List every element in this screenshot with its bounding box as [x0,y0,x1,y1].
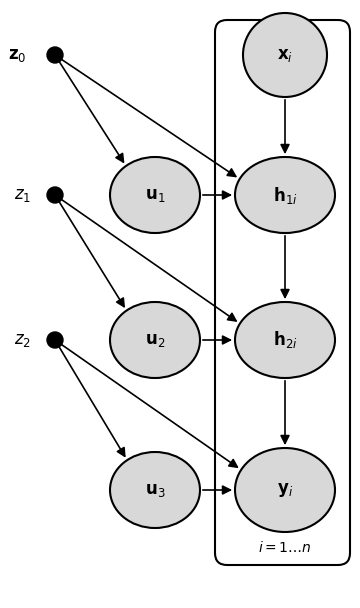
Text: $z_1$: $z_1$ [14,186,32,204]
Text: $\mathbf{u}_1$: $\mathbf{u}_1$ [145,186,165,204]
Ellipse shape [235,157,335,233]
Ellipse shape [235,302,335,378]
Text: $\mathbf{x}_i$: $\mathbf{x}_i$ [277,46,293,64]
Ellipse shape [243,13,327,97]
Text: $z_2$: $z_2$ [14,331,32,349]
Circle shape [47,332,63,348]
Ellipse shape [110,452,200,528]
Ellipse shape [110,302,200,378]
Text: $\mathbf{u}_3$: $\mathbf{u}_3$ [145,481,165,499]
Text: $\mathbf{u}_2$: $\mathbf{u}_2$ [145,331,165,349]
Text: $\mathbf{y}_i$: $\mathbf{y}_i$ [277,481,293,499]
Text: $\mathbf{z}_0$: $\mathbf{z}_0$ [8,46,26,64]
Ellipse shape [235,448,335,532]
FancyBboxPatch shape [215,20,350,565]
Circle shape [47,187,63,203]
Text: $\mathbf{h}_{2i}$: $\mathbf{h}_{2i}$ [273,330,297,350]
Text: $\mathbf{h}_{1i}$: $\mathbf{h}_{1i}$ [273,184,297,206]
Circle shape [47,47,63,63]
Text: $i = 1\ldots n$: $i = 1\ldots n$ [258,541,312,556]
Ellipse shape [110,157,200,233]
